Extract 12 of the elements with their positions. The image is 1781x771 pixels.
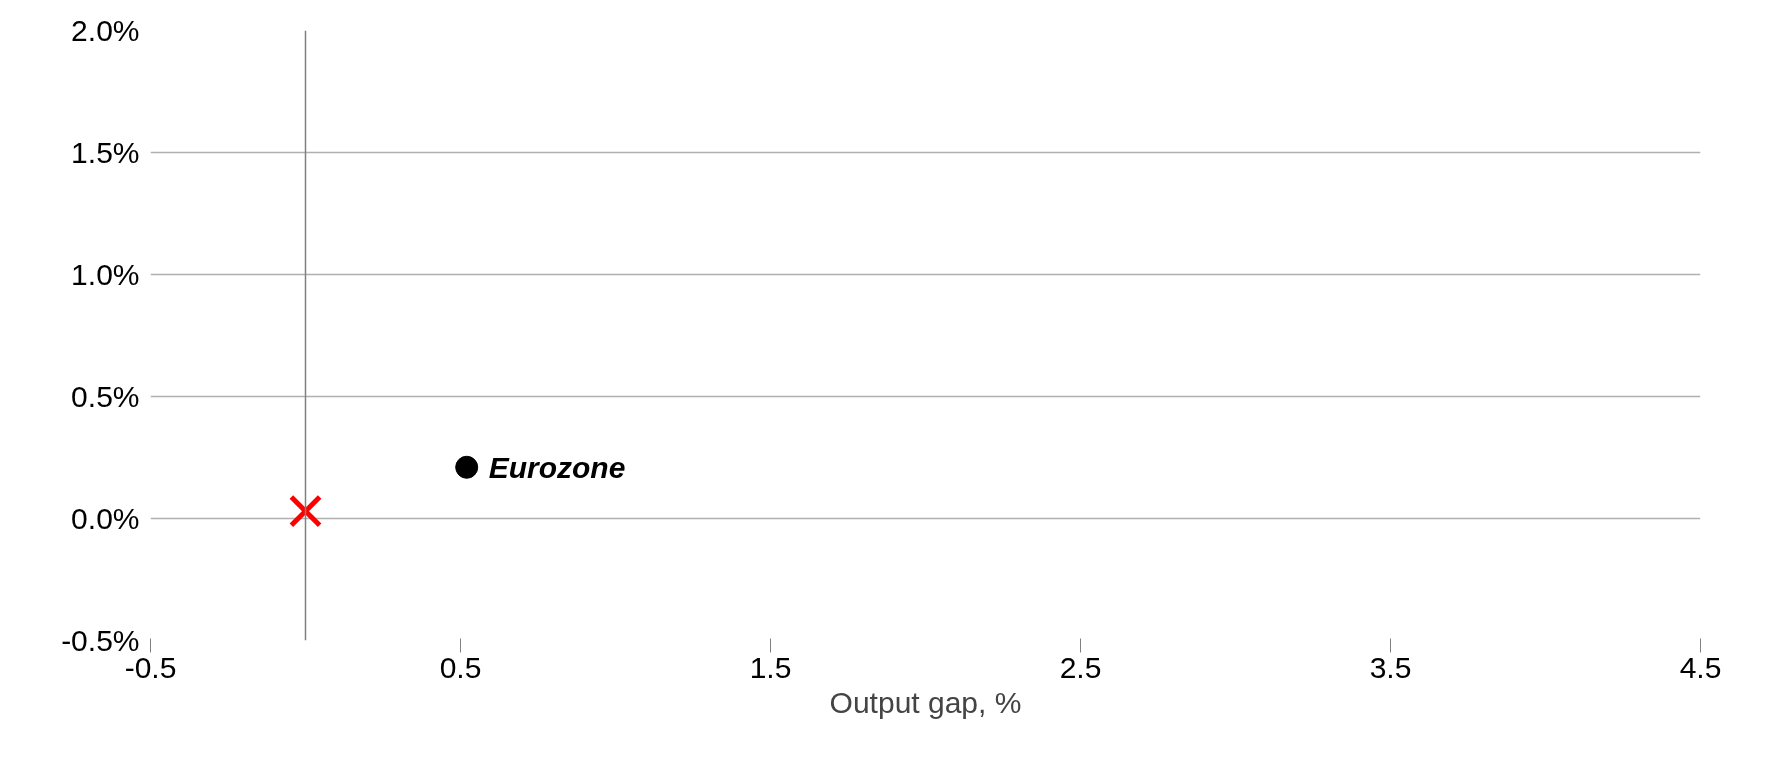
x-tick-label: 2.5 bbox=[1059, 650, 1102, 684]
y-tick-label: 2.0% bbox=[71, 14, 140, 47]
x-tick-label: 4.5 bbox=[1679, 650, 1722, 684]
x-tick-label: 0.5 bbox=[439, 650, 482, 684]
y-tick-label: 1.5% bbox=[71, 136, 140, 169]
series-label: Eurozone bbox=[488, 450, 626, 484]
y-tick-label: 1.0% bbox=[71, 258, 140, 291]
y-tick-label: 0.0% bbox=[71, 502, 140, 535]
y-tick-label: 0.5% bbox=[71, 380, 140, 413]
x-tick-label: 3.5 bbox=[1369, 650, 1412, 684]
x-tick-label: 1.5 bbox=[749, 650, 792, 684]
x-axis-title: Output gap, % bbox=[829, 685, 1022, 719]
